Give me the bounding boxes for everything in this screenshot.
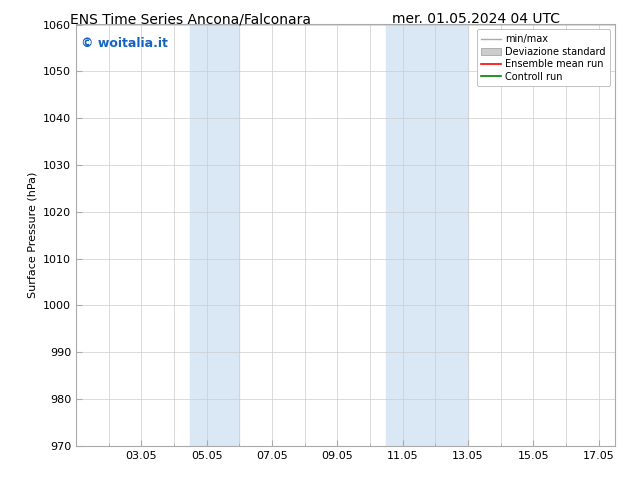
Text: ENS Time Series Ancona/Falconara: ENS Time Series Ancona/Falconara: [70, 12, 311, 26]
Bar: [190, 24, 240, 446]
Text: mer. 01.05.2024 04 UTC: mer. 01.05.2024 04 UTC: [392, 12, 559, 26]
Y-axis label: Surface Pressure (hPa): Surface Pressure (hPa): [27, 172, 37, 298]
Legend: min/max, Deviazione standard, Ensemble mean run, Controll run: min/max, Deviazione standard, Ensemble m…: [477, 29, 610, 86]
Bar: [386, 24, 468, 446]
Text: © woitalia.it: © woitalia.it: [81, 37, 169, 50]
